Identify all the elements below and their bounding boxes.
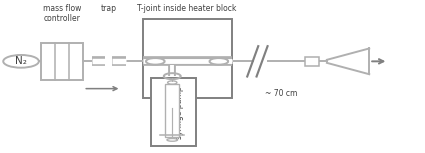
Text: ~ 70 cm: ~ 70 cm — [266, 89, 298, 98]
Bar — [305, 57, 319, 66]
Text: N₂: N₂ — [15, 56, 27, 66]
Bar — [165, 84, 179, 137]
Text: mass flow
controller: mass flow controller — [43, 4, 81, 23]
Bar — [151, 78, 196, 146]
Text: T-joint inside heater block: T-joint inside heater block — [137, 4, 237, 13]
Bar — [41, 43, 83, 80]
Bar — [143, 19, 232, 98]
Text: trap: trap — [101, 4, 117, 13]
Text: syringe pump: syringe pump — [175, 86, 184, 138]
